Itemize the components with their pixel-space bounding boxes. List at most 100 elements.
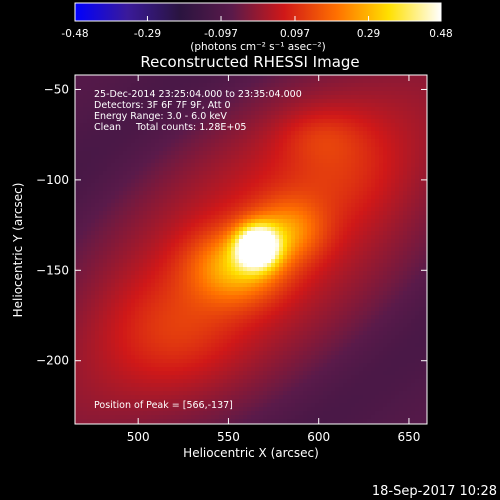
- heatmap-cell: [235, 203, 240, 208]
- heatmap-cell: [327, 279, 332, 284]
- heatmap-cell: [239, 251, 244, 256]
- heatmap-cell: [243, 199, 248, 204]
- heatmap-cell: [107, 183, 112, 188]
- heatmap-cell: [87, 183, 92, 188]
- heatmap-cell: [111, 167, 116, 172]
- heatmap-cell: [215, 295, 220, 300]
- heatmap-cell: [243, 295, 248, 300]
- heatmap-cell: [355, 95, 360, 100]
- heatmap-cell: [275, 155, 280, 160]
- heatmap-cell: [327, 267, 332, 272]
- heatmap-cell: [287, 215, 292, 220]
- heatmap-cell: [207, 239, 212, 244]
- heatmap-cell: [319, 175, 324, 180]
- heatmap-cell: [415, 263, 420, 268]
- heatmap-cell: [343, 187, 348, 192]
- heatmap-cell: [95, 91, 100, 96]
- heatmap-cell: [291, 295, 296, 300]
- heatmap-cell: [207, 279, 212, 284]
- heatmap-cell: [331, 179, 336, 184]
- heatmap-cell: [315, 199, 320, 204]
- heatmap-cell: [139, 163, 144, 168]
- heatmap-cell: [347, 279, 352, 284]
- heatmap-cell: [303, 91, 308, 96]
- heatmap-cell: [391, 231, 396, 236]
- heatmap-cell: [267, 155, 272, 160]
- heatmap-cell: [267, 295, 272, 300]
- heatmap-cell: [299, 107, 304, 112]
- heatmap-cell: [327, 203, 332, 208]
- heatmap-cell: [151, 183, 156, 188]
- heatmap-cell: [219, 295, 224, 300]
- heatmap-cell: [415, 167, 420, 172]
- heatmap-cell: [147, 151, 152, 156]
- heatmap-cell: [259, 99, 264, 104]
- heatmap-cell: [223, 259, 228, 264]
- heatmap-cell: [383, 239, 388, 244]
- heatmap-cell: [179, 263, 184, 268]
- heatmap-cell: [131, 231, 136, 236]
- heatmap-cell: [311, 171, 316, 176]
- heatmap-cell: [87, 247, 92, 252]
- heatmap-cell: [299, 255, 304, 260]
- heatmap-cell: [339, 107, 344, 112]
- heatmap-cell: [187, 215, 192, 220]
- heatmap-cell: [211, 219, 216, 224]
- heatmap-cell: [223, 111, 228, 116]
- heatmap-cell: [395, 295, 400, 300]
- heatmap-cell: [315, 87, 320, 92]
- heatmap-cell: [111, 263, 116, 268]
- heatmap-cell: [103, 179, 108, 184]
- heatmap-cell: [99, 207, 104, 212]
- heatmap-cell: [243, 175, 248, 180]
- heatmap-cell: [283, 279, 288, 284]
- heatmap-cell: [107, 151, 112, 156]
- heatmap-cell: [75, 171, 80, 176]
- heatmap-cell: [191, 251, 196, 256]
- heatmap-cell: [263, 259, 268, 264]
- heatmap-cell: [259, 75, 264, 80]
- heatmap-cell: [319, 211, 324, 216]
- heatmap-cell: [95, 139, 100, 144]
- heatmap-cell: [79, 139, 84, 144]
- heatmap-cell: [139, 191, 144, 196]
- heatmap-cell: [371, 119, 376, 124]
- heatmap-cell: [327, 155, 332, 160]
- heatmap-cell: [307, 123, 312, 128]
- heatmap-cell: [191, 111, 196, 116]
- heatmap-cell: [123, 219, 128, 224]
- heatmap-cell: [383, 167, 388, 172]
- heatmap-cell: [411, 83, 416, 88]
- heatmap-cell: [183, 171, 188, 176]
- heatmap-cell: [355, 175, 360, 180]
- heatmap-cell: [371, 155, 376, 160]
- heatmap-cell: [111, 215, 116, 220]
- heatmap-cell: [303, 83, 308, 88]
- heatmap-cell: [111, 135, 116, 140]
- heatmap-cell: [139, 223, 144, 228]
- heatmap-cell: [107, 211, 112, 216]
- heatmap-cell: [363, 231, 368, 236]
- heatmap-cell: [311, 119, 316, 124]
- heatmap-cell: [111, 271, 116, 276]
- heatmap-cell: [295, 203, 300, 208]
- heatmap-cell: [363, 199, 368, 204]
- heatmap-cell: [235, 99, 240, 104]
- heatmap-cell: [259, 223, 264, 228]
- heatmap-cell: [171, 131, 176, 136]
- heatmap-cell: [299, 171, 304, 176]
- heatmap-cell: [347, 79, 352, 84]
- heatmap-cell: [367, 119, 372, 124]
- heatmap-cell: [247, 151, 252, 156]
- heatmap-cell: [283, 271, 288, 276]
- heatmap-cell: [79, 87, 84, 92]
- heatmap-cell: [379, 95, 384, 100]
- colorbar-tick-label: -0.097: [204, 28, 238, 40]
- heatmap-cell: [163, 243, 168, 248]
- heatmap-cell: [163, 115, 168, 120]
- heatmap-cell: [367, 139, 372, 144]
- heatmap-cell: [243, 127, 248, 132]
- heatmap-cell: [271, 227, 276, 232]
- heatmap-cell: [95, 235, 100, 240]
- heatmap-cell: [247, 99, 252, 104]
